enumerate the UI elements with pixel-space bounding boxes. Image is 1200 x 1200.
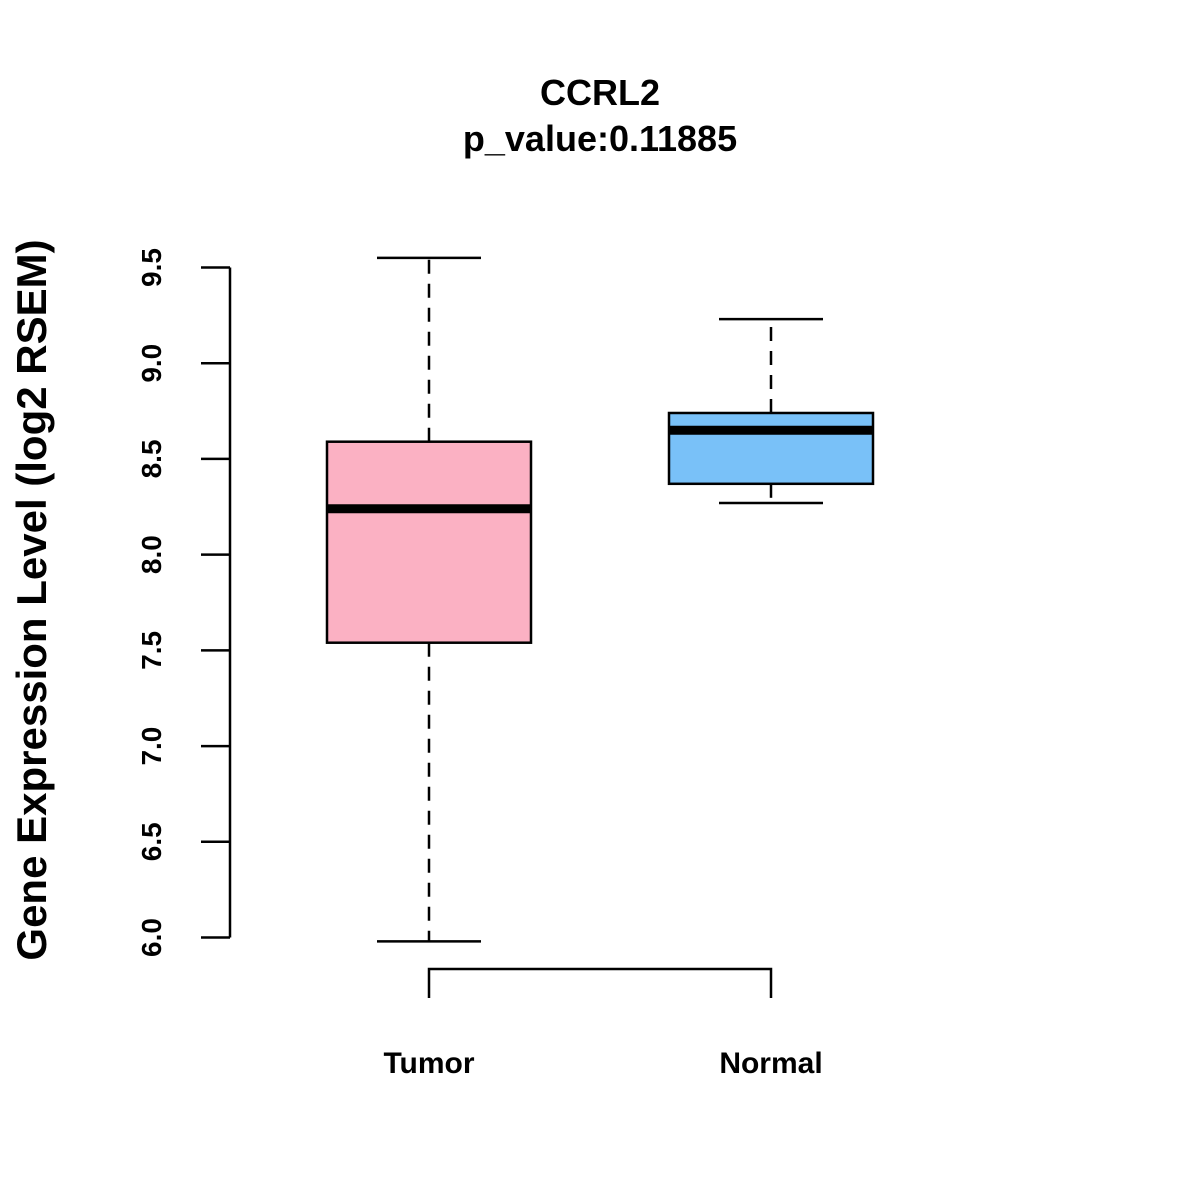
chart-title: CCRL2 xyxy=(540,72,660,113)
boxes-group xyxy=(325,256,875,943)
chart-subtitle: p_value:0.11885 xyxy=(463,118,737,159)
box-normal xyxy=(667,317,875,505)
y-tick-label: 6.5 xyxy=(136,822,167,861)
x-category-label: Normal xyxy=(719,1047,822,1080)
y-tick-label: 9.5 xyxy=(136,248,167,287)
y-tick-label: 6.0 xyxy=(136,918,167,957)
y-axis: 6.0 6.5 7.0 7.5 8.0 8.5 9.0 9.5 xyxy=(136,248,232,957)
y-tick-label: 8.5 xyxy=(136,439,167,478)
x-category-label: Tumor xyxy=(383,1047,474,1080)
category-labels: Tumor Normal xyxy=(383,1047,822,1080)
iqr-box xyxy=(667,411,875,486)
iqr-box xyxy=(325,440,533,644)
box-tumor xyxy=(325,256,533,943)
significance-bracket xyxy=(427,967,773,998)
y-axis-label: Gene Expression Level (log2 RSEM) xyxy=(8,239,55,960)
y-tick-label: 7.5 xyxy=(136,631,167,670)
y-tick-label: 7.0 xyxy=(136,727,167,766)
bracket-line xyxy=(427,967,773,998)
y-tick-label: 9.0 xyxy=(136,344,167,383)
y-tick-label: 8.0 xyxy=(136,535,167,574)
